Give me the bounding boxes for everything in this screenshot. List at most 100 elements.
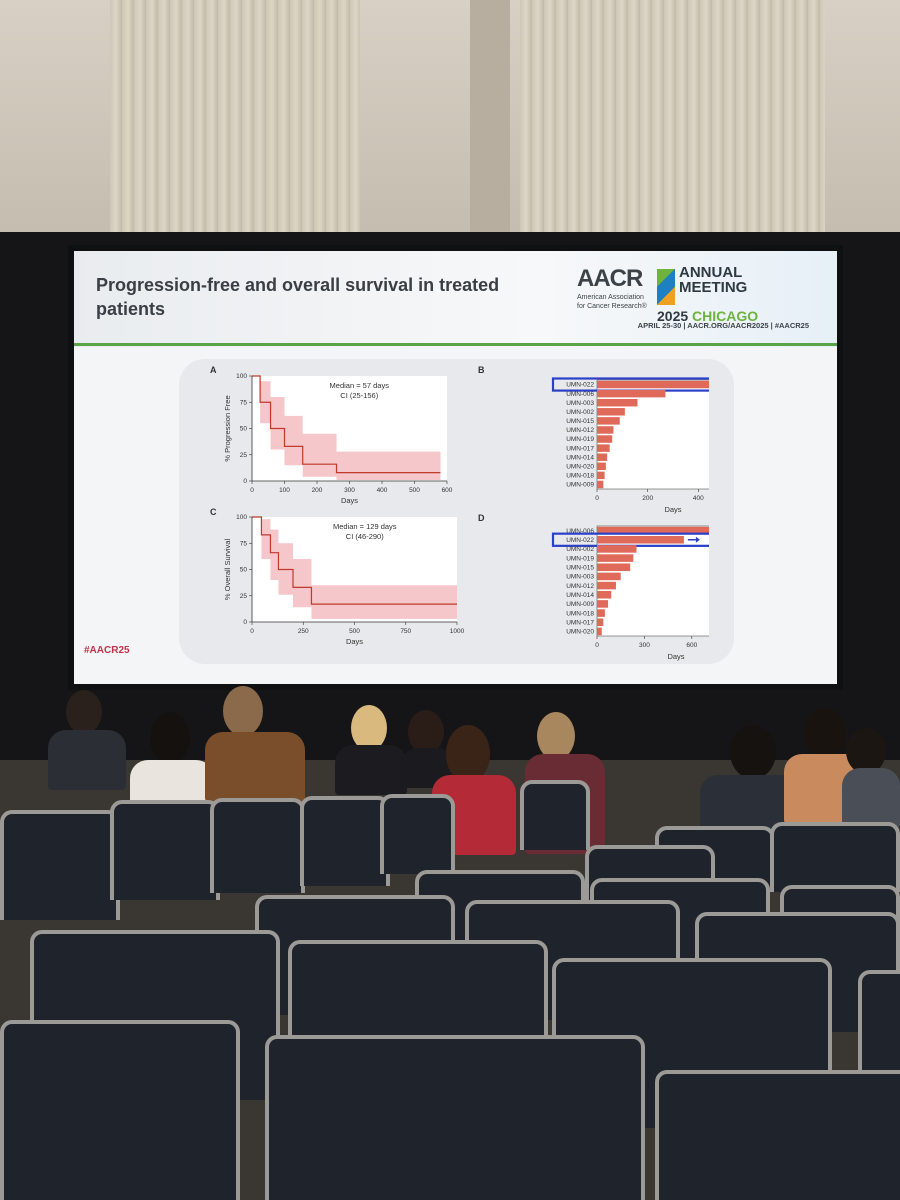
projection-slide: Progression-free and overall survival in… [68, 245, 843, 690]
y-axis-label: % Progression Free [223, 395, 232, 461]
x-tick-label: 100 [279, 487, 290, 494]
chair [300, 796, 390, 886]
x-axis-label: Days [341, 496, 358, 505]
bar-category-label: UMN-009 [566, 601, 594, 608]
x-tick-label: 0 [595, 495, 599, 502]
panel-c-letter: C [210, 507, 217, 517]
bar-category-label: UMN-015 [566, 564, 594, 571]
slide-hashtag: #AACR25 [84, 645, 130, 656]
bar [597, 627, 602, 636]
bar [597, 563, 631, 572]
survival-curve [252, 375, 441, 474]
bar [597, 590, 612, 599]
bar-category-label: UMN-002 [566, 409, 594, 416]
wall-drape-left [110, 0, 360, 236]
x-tick-label: 0 [250, 487, 254, 494]
bar-category-label: UMN-020 [566, 629, 594, 636]
bar [597, 426, 614, 434]
confidence-band [252, 376, 441, 480]
y-tick-label: 100 [236, 373, 247, 380]
slide-title: Progression-free and overall survival in… [96, 275, 500, 319]
bar-category-label: UMN-022 [566, 382, 594, 389]
y-tick-label: 0 [243, 478, 247, 485]
bar [597, 600, 609, 608]
bar-category-label: UMN-006 [566, 391, 594, 398]
chair [0, 810, 120, 920]
bar-category-label: UMN-002 [566, 546, 594, 553]
bar-category-label: UMN-014 [566, 592, 594, 599]
x-tick-label: 300 [639, 642, 650, 649]
bar-category-label: UMN-006 [566, 528, 594, 535]
bar [597, 618, 604, 627]
bar [597, 417, 620, 425]
bar-category-label: UMN-019 [566, 436, 594, 443]
bar [597, 471, 605, 480]
chair [110, 800, 220, 900]
x-axis-label: Days [664, 505, 681, 514]
meeting-logo-icon [657, 269, 675, 305]
y-tick-label: 0 [243, 619, 247, 626]
bar [597, 535, 684, 544]
wall-drape-right [520, 0, 825, 236]
highlight-box [551, 532, 709, 547]
x-axis-label: Days [346, 637, 363, 646]
bar [597, 444, 610, 452]
chair [380, 794, 455, 874]
chair [520, 780, 590, 850]
chair [210, 798, 305, 893]
bar [597, 545, 637, 553]
x-tick-label: 500 [409, 487, 420, 494]
survival-curve [252, 516, 457, 605]
bar-category-label: UMN-022 [566, 537, 594, 544]
bar-category-label: UMN-017 [566, 445, 594, 452]
meeting-name: ANNUAL MEETING [679, 264, 748, 296]
x-tick-label: 250 [298, 628, 309, 635]
bar-category-label: UMN-019 [566, 555, 594, 562]
bar-category-label: UMN-018 [566, 610, 594, 617]
y-tick-label: 75 [240, 540, 248, 547]
plot-area [596, 379, 709, 490]
median-annotation: Median = 129 days [333, 522, 397, 531]
y-tick-label: 50 [240, 426, 248, 433]
y-tick-label: 25 [240, 593, 248, 600]
bar [597, 380, 709, 389]
bar-category-label: UMN-003 [566, 574, 594, 581]
bar-category-label: UMN-012 [566, 583, 594, 590]
x-tick-label: 400 [377, 487, 388, 494]
x-tick-label: 200 [642, 495, 653, 502]
meeting-city: CHICAGO [692, 308, 759, 324]
bar-category-label: UMN-009 [566, 482, 594, 489]
x-tick-label: 600 [686, 642, 697, 649]
header-rule [74, 343, 837, 346]
bar [597, 581, 616, 590]
plot-area [596, 525, 709, 637]
x-tick-label: 400 [693, 495, 704, 502]
slide-header [74, 251, 837, 347]
panel-a-letter: A [210, 365, 217, 375]
aacr-meeting-logo: AACR American Association for Cancer Res… [577, 263, 807, 333]
bar-category-label: UMN-017 [566, 619, 594, 626]
meeting-year-city: 2025 CHICAGO [657, 308, 758, 324]
median-annotation: CI (46-290) [346, 532, 384, 541]
panel-d-letter: D [478, 513, 485, 523]
bar [597, 453, 608, 461]
chair [655, 1070, 900, 1200]
bar-category-label: UMN-015 [566, 418, 594, 425]
y-tick-label: 75 [240, 399, 248, 406]
aacr-logo-subtitle: American Association for Cancer Research… [577, 294, 647, 310]
x-tick-label: 500 [349, 628, 360, 635]
bar [597, 398, 638, 407]
meeting-date-line: APRIL 25-30 | AACR.ORG/AACR2025 | #AACR2… [637, 321, 809, 330]
bar [597, 462, 606, 471]
bar [597, 389, 666, 398]
bar-category-label: UMN-012 [566, 427, 594, 434]
bar [597, 435, 613, 443]
aacr-logo-text: AACR [577, 265, 643, 292]
chair [0, 1020, 240, 1200]
chart-panel-a: 0 25 50 75 100 0 100 200 300 400 500 600 Days % Progr… [223, 373, 453, 505]
y-tick-label: 50 [240, 567, 248, 574]
y-tick-label: 25 [240, 452, 248, 459]
x-tick-label: 750 [400, 628, 411, 635]
